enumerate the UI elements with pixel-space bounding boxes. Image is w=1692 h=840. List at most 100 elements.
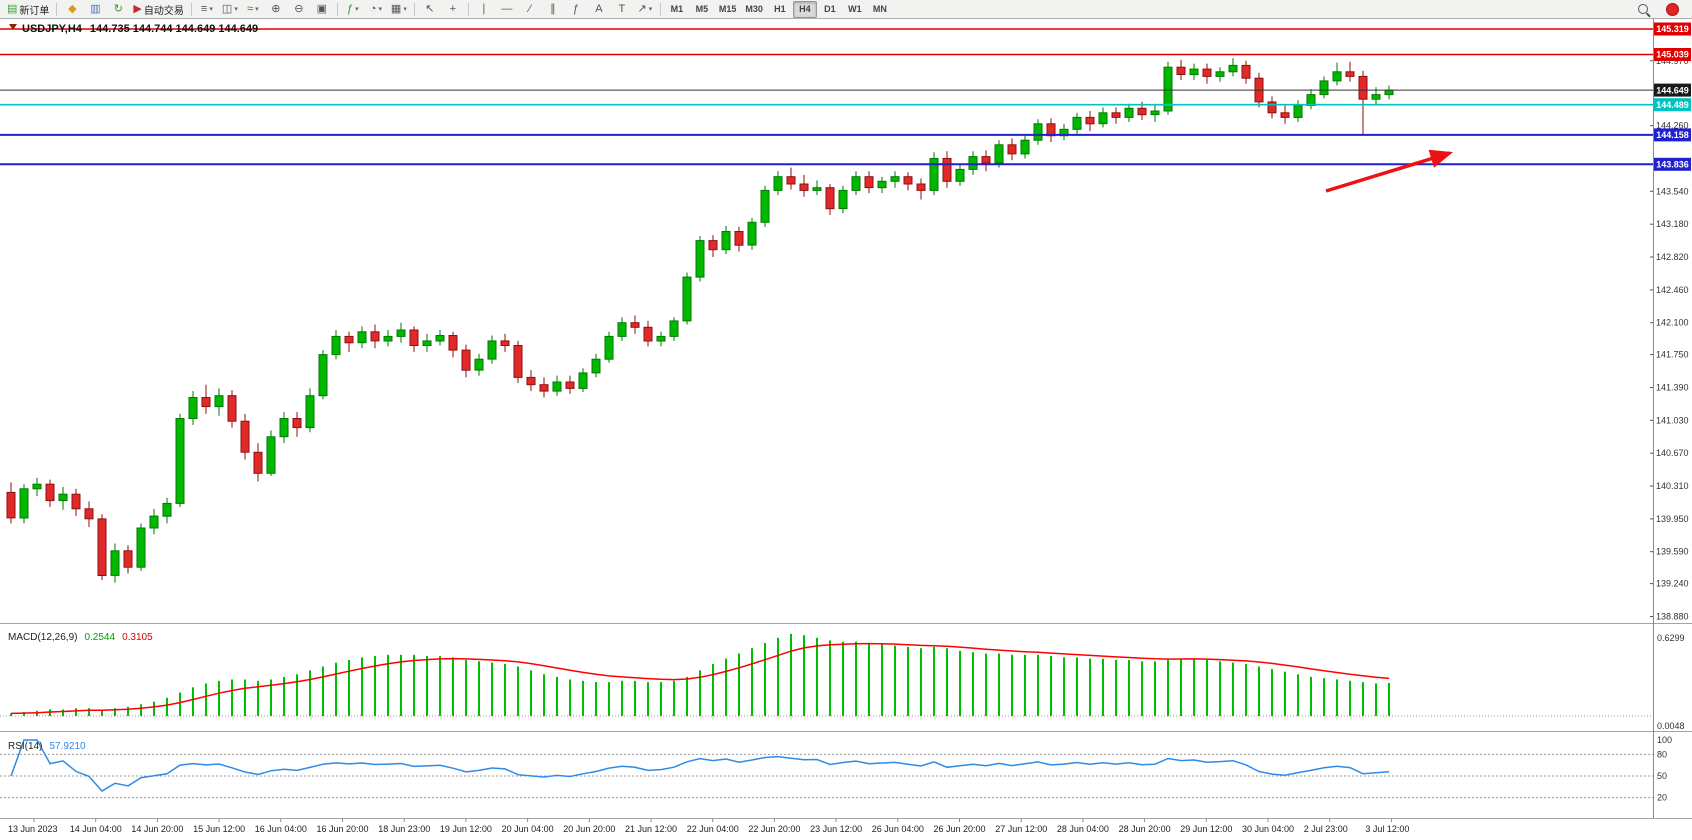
price-line-144489[interactable]: 144.489 xyxy=(0,98,1691,112)
crosshair-button[interactable]: + xyxy=(442,1,464,18)
timeframe-h4-button[interactable]: H4 xyxy=(792,0,817,18)
timeframe-m5-button[interactable]: M5 xyxy=(695,4,709,14)
annotation-arrow[interactable] xyxy=(1325,149,1454,193)
refresh-icon: ↻ xyxy=(113,2,124,15)
bar-chart-button[interactable]: ≡ ▾ xyxy=(196,1,218,18)
date-axis-label: 16 Jun 20:00 xyxy=(317,824,369,834)
macd-scale-min: 0.0048 xyxy=(1657,721,1685,731)
price-line-145039[interactable]: 145.039 xyxy=(0,48,1691,61)
indicators-button[interactable]: ƒ ▾ xyxy=(342,1,364,18)
date-axis-label: 22 Jun 20:00 xyxy=(748,824,800,834)
autotrading-label: 自动交易 xyxy=(143,5,184,17)
rsi-panel-content xyxy=(0,739,1653,799)
chevron-down-icon: ▾ xyxy=(255,6,259,13)
templates-button[interactable]: ▦ ▾ xyxy=(388,1,410,18)
date-axis-label: 21 Jun 12:00 xyxy=(625,824,677,834)
rsi-indicator-label: RSI(14) 57.9210 xyxy=(8,741,86,752)
price-tick-label: 141.390 xyxy=(1656,383,1689,393)
channel-button[interactable]: ∥ xyxy=(542,1,564,18)
fibonacci-button[interactable]: ƒ xyxy=(565,1,587,18)
tile-windows-button[interactable]: ▣ xyxy=(311,1,333,18)
arrows-icon: ↗ xyxy=(637,2,647,15)
new-order-label: 新订单 xyxy=(19,5,50,17)
new-order-button[interactable]: ▤ 新订单 xyxy=(4,1,52,18)
alerts-icon: ◆ xyxy=(68,2,77,15)
date-axis-label: 23 Jun 12:00 xyxy=(810,824,862,834)
rsi-scale-label: 100 xyxy=(1657,735,1672,745)
price-tick-label: 144.260 xyxy=(1656,121,1689,131)
price-line-145319[interactable]: 145.319 xyxy=(0,22,1691,36)
price-tick-label: 142.460 xyxy=(1656,285,1689,295)
candlestick-chart-button[interactable]: ◫ ▾ xyxy=(219,1,241,18)
date-axis-label: 2 Jul 23:00 xyxy=(1304,824,1348,834)
chevron-down-icon: ▾ xyxy=(355,6,359,13)
price-tick-label: 140.310 xyxy=(1656,481,1689,491)
trendline-icon: ∕ xyxy=(528,2,531,15)
search-button[interactable] xyxy=(1632,1,1654,18)
new-order-icon: ▤ xyxy=(7,2,18,15)
cursor-button[interactable]: ↖ xyxy=(419,1,441,18)
autotrading-button[interactable]: ▶ 自动交易 xyxy=(130,1,186,18)
price-tick-label: 138.880 xyxy=(1656,612,1689,622)
timeframe-m15-button[interactable]: M15 xyxy=(718,4,737,14)
periods-button[interactable]: ◔ ▾ xyxy=(365,1,387,18)
rsi-scale-label: 20 xyxy=(1657,793,1667,803)
axis-labels: 144.970144.260143.540143.180142.820142.4… xyxy=(8,56,1689,834)
cursor-icon: ↖ xyxy=(425,2,435,15)
zoom-in-button[interactable]: ⊕ xyxy=(265,1,287,18)
macd-main-value: 0.2544 xyxy=(84,632,115,643)
macd-scale-max: 0.6299 xyxy=(1657,633,1685,643)
date-axis-label: 14 Jun 04:00 xyxy=(70,824,122,834)
chart-title: USDJPY,H4 144.735 144.744 144.649 144.649 xyxy=(22,23,258,35)
price-tick-label: 139.950 xyxy=(1656,514,1689,524)
channel-icon: ∥ xyxy=(550,2,556,15)
timeframe-d1-button[interactable]: D1 xyxy=(824,4,836,14)
text-button[interactable]: A xyxy=(588,1,610,18)
price-tick-label: 140.670 xyxy=(1656,448,1689,458)
rsi-scale-label: 50 xyxy=(1657,771,1667,781)
zoom-out-icon: ⊖ xyxy=(294,2,304,15)
toolbar-separator xyxy=(190,2,192,16)
timeframe-w1-button[interactable]: W1 xyxy=(848,4,862,14)
price-line-143836[interactable]: 143.836 xyxy=(0,157,1691,171)
crosshair-icon: + xyxy=(449,2,457,15)
rsi-label: RSI(14) xyxy=(8,741,42,752)
date-axis-label: 20 Jun 20:00 xyxy=(563,824,615,834)
data-window-button[interactable]: ▥ xyxy=(84,1,106,18)
toolbar-separator xyxy=(659,2,661,16)
label-button[interactable]: T xyxy=(611,1,633,18)
vertical-line-button[interactable]: ∣ xyxy=(473,1,495,18)
label-icon: T xyxy=(618,2,626,15)
toolbar-separator xyxy=(56,2,58,16)
alerts-button[interactable]: ◆ xyxy=(61,1,83,18)
refresh-button[interactable]: ↻ xyxy=(107,1,129,18)
macd-signal-value: 0.3105 xyxy=(122,632,153,643)
rsi-scale-label: 80 xyxy=(1657,749,1667,759)
date-axis-label: 15 Jun 12:00 xyxy=(193,824,245,834)
line-chart-icon: ≈ xyxy=(247,2,254,15)
date-axis-label: 26 Jun 20:00 xyxy=(934,824,986,834)
toolbar-separator xyxy=(467,2,469,16)
timeframe-h1-button[interactable]: H1 xyxy=(774,4,786,14)
timeframe-m30-button[interactable]: M30 xyxy=(745,4,763,14)
date-axis-label: 27 Jun 12:00 xyxy=(995,824,1047,834)
date-axis-label: 16 Jun 04:00 xyxy=(255,824,307,834)
zoom-out-button[interactable]: ⊖ xyxy=(288,1,310,18)
price-tick-label: 142.820 xyxy=(1656,252,1689,262)
horizontal-line-button[interactable]: — xyxy=(496,1,518,18)
trendline-button[interactable]: ∕ xyxy=(519,1,541,18)
bar-chart-icon: ≡ xyxy=(200,2,208,15)
notifications-button[interactable] xyxy=(1661,1,1683,18)
timeframe-mn-button[interactable]: MN xyxy=(872,4,887,14)
price-line-label: 144.649 xyxy=(1656,85,1689,95)
rsi-value: 57.9210 xyxy=(49,741,86,752)
date-axis-label: 14 Jun 20:00 xyxy=(131,824,183,834)
macd-histogram xyxy=(0,633,1653,717)
price-line-144649[interactable]: 144.649 xyxy=(0,83,1691,97)
arrows-button[interactable]: ↗ ▾ xyxy=(634,1,656,18)
timeframe-m1-button[interactable]: M1 xyxy=(670,4,684,14)
line-chart-button[interactable]: ≈ ▾ xyxy=(242,1,264,18)
chart-title-symbol: USDJPY,H4 xyxy=(22,23,83,35)
price-line-144158[interactable]: 144.158 xyxy=(0,128,1691,142)
